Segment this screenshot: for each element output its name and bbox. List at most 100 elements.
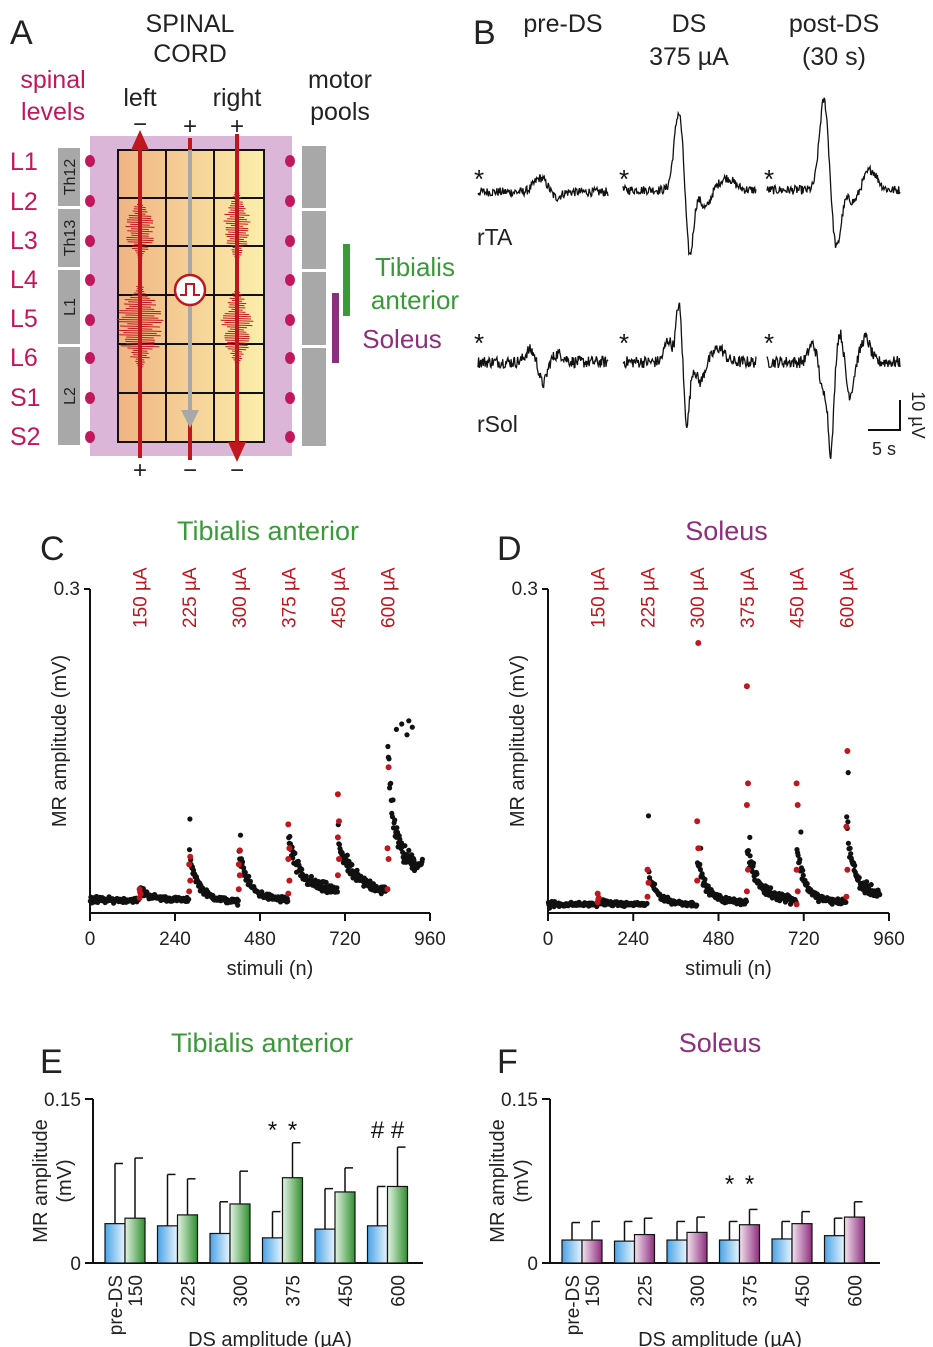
level-dot (85, 392, 95, 404)
bar-ds (229, 1203, 251, 1264)
y-axis-label: MR amplitude (mV) (507, 655, 529, 827)
data-point (409, 724, 415, 730)
data-point (385, 743, 391, 750)
stim-label: 375 µA (279, 567, 300, 628)
first-stimulus-point (385, 764, 392, 771)
panel-letter-d: D (497, 530, 522, 568)
significance-marker: * (268, 1117, 277, 1144)
spinal-cord-schematic (85, 130, 295, 462)
level-label: L4 (10, 266, 38, 294)
x-tick-label: 225 (636, 1275, 657, 1307)
stim-label: 600 µA (379, 567, 400, 628)
emg-traces (477, 97, 901, 459)
data-point (235, 902, 241, 908)
first-stimulus-point (644, 866, 651, 873)
bar-ds (176, 1214, 199, 1264)
x-tick-label: 480 (244, 929, 276, 950)
cord-dots-left (85, 155, 95, 443)
bar-ds (738, 1224, 761, 1264)
significance-marker: # (391, 1117, 405, 1144)
first-stimulus-point (695, 640, 702, 646)
x-tick-label: 600 (389, 1275, 410, 1307)
level-dot (285, 392, 295, 404)
tibialis-label-line2: anterior (371, 285, 459, 315)
level-dot (85, 431, 95, 443)
first-stimulus-point (336, 818, 342, 825)
motor-pools-line2: pools (310, 98, 370, 126)
vertebrae-column: Th12 Th13 L1 L2 (58, 148, 80, 445)
sign-bottom-left: + (133, 457, 147, 484)
bar-ds (334, 1191, 356, 1264)
vertebra-label: Th13 (62, 220, 79, 257)
data-point (644, 900, 650, 907)
data-point (845, 819, 851, 825)
level-dot (85, 314, 95, 326)
y-axis-label-unit: (mV) (511, 1159, 533, 1202)
significance-marker: # (371, 1117, 385, 1144)
vertebra-box (58, 148, 80, 206)
x-tick-label: 375 (741, 1275, 762, 1307)
stim-label: 150 µA (131, 567, 152, 628)
data-point (387, 785, 393, 791)
data-point (334, 889, 340, 895)
bar-ds (633, 1233, 656, 1264)
cord-title-line1: SPINAL (146, 10, 235, 38)
data-point (349, 862, 355, 868)
data-point (247, 878, 253, 885)
motor-pool-box (302, 348, 326, 446)
bar-pre-ds (314, 1228, 336, 1264)
motor-pool-box (302, 272, 326, 345)
stim-label: 300 µA (688, 567, 709, 628)
x-tick-label: 0 (543, 929, 554, 950)
level-dot (285, 314, 295, 326)
bar-ds (124, 1217, 146, 1264)
data-point (394, 825, 400, 831)
data-point (750, 860, 757, 866)
level-dot (85, 352, 95, 364)
arrow-down-icon (228, 442, 246, 462)
vertebra-label: L2 (62, 387, 79, 405)
first-stimulus-point (334, 834, 341, 841)
emg-trace (477, 173, 609, 203)
data-point (747, 853, 753, 859)
y-tick-label: 0.3 (54, 579, 80, 600)
panel-letter-c: C (40, 530, 65, 568)
panel-d: D Soleus 0 240 480 720 960 0.3 stimuli (n) MR am… (497, 516, 905, 980)
data-point (768, 885, 774, 891)
first-stimulus-point (694, 818, 701, 825)
level-dot (285, 274, 295, 286)
tibialis-label-line1: Tibialis (375, 252, 455, 282)
data-point (645, 813, 652, 819)
label-left: left (123, 84, 156, 112)
column-post-ds-line2: (30 s) (802, 43, 866, 71)
data-point (877, 892, 883, 898)
y-tick-label: 0.3 (512, 579, 538, 600)
row-label-rsol: rSol (477, 411, 518, 437)
y-tick-label: 0 (70, 1254, 81, 1275)
data-point (747, 834, 753, 841)
first-stimulus-point (286, 845, 293, 852)
x-tick-label: pre-DS (106, 1275, 127, 1335)
first-stimulus-point (285, 821, 292, 828)
x-tick-label: 240 (617, 929, 649, 950)
bar-pre-ds (261, 1237, 284, 1264)
stimulus-marker: * (764, 328, 774, 358)
vertebra-label: L1 (62, 298, 79, 316)
significance-marker: * (745, 1171, 754, 1198)
first-stimulus-point (186, 861, 193, 868)
first-stimulus-point (334, 791, 341, 798)
soleus-bar (332, 293, 339, 363)
label-right: right (213, 84, 262, 112)
x-tick-label: 720 (788, 929, 820, 950)
y-axis-label: MR amplitude (30, 1119, 52, 1242)
first-stimulus-point (645, 879, 652, 886)
first-stimulus-point (694, 877, 701, 884)
first-stimulus-point (334, 872, 341, 879)
panel-a: A SPINAL CORD spinal levels left right m… (10, 10, 459, 484)
bar-pre-ds (823, 1235, 846, 1264)
panel-letter-a: A (10, 14, 33, 52)
first-stimulus-point (285, 890, 292, 897)
chart-title: Tibialis anterior (171, 1028, 353, 1058)
data-point (404, 732, 410, 738)
x-tick-label: 0 (85, 929, 96, 950)
